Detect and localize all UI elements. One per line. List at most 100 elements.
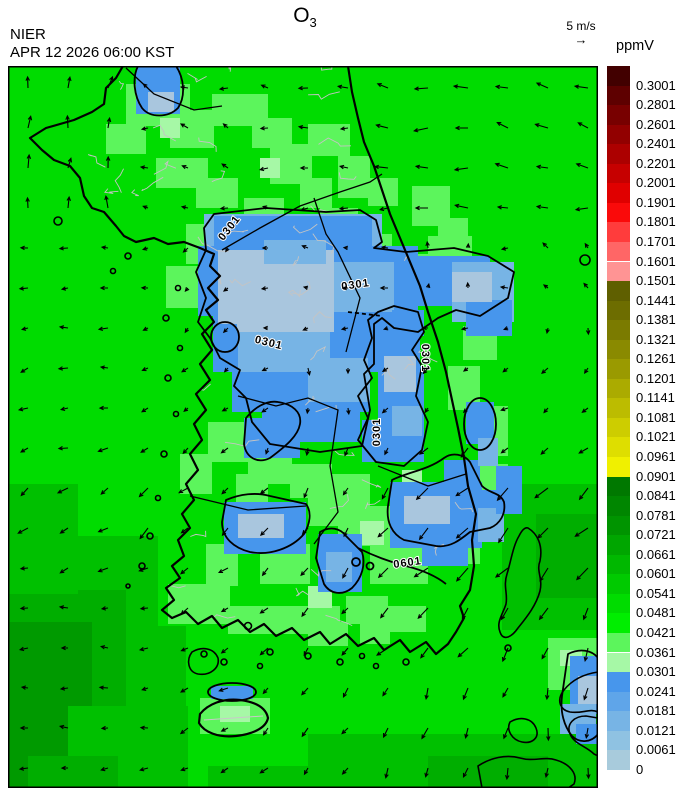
wind-arrow-icon	[142, 326, 149, 331]
wind-arrow-icon	[342, 687, 349, 699]
colorbar-tick-label: 0.1201	[636, 370, 676, 386]
wind-arrow-icon	[26, 153, 32, 169]
wind-arrow-icon	[534, 487, 549, 499]
colorbar-cell	[607, 281, 630, 301]
wind-arrow-icon	[502, 367, 509, 373]
wind-arrow-icon	[500, 607, 509, 621]
wind-arrow-icon	[56, 487, 69, 494]
wind-arrow-icon	[539, 567, 549, 582]
wind-arrow-icon	[376, 647, 389, 656]
wind-arrow-icon	[222, 287, 229, 292]
wind-arrow-icon	[461, 607, 469, 620]
wind-scale-label: 5 m/s	[566, 19, 596, 33]
wind-arrow-icon	[455, 567, 469, 582]
wind-arrow-icon	[180, 607, 189, 615]
wind-arrow-icon	[384, 447, 389, 456]
wind-arrow-icon	[20, 487, 29, 497]
wind-arrow-icon	[301, 607, 309, 618]
wind-arrow-icon	[546, 727, 551, 742]
coastline	[28, 65, 478, 656]
contour-label: 0301	[371, 418, 383, 446]
wind-arrow-icon	[57, 446, 69, 451]
wind-arrow-icon	[106, 116, 112, 129]
wind-arrow-icon	[184, 287, 190, 292]
wind-arrow-icon	[139, 767, 149, 772]
colorbar-tick-label: 0.0601	[636, 566, 676, 582]
wind-arrow-icon	[583, 687, 589, 701]
colorbar-tick-label: 0.0841	[636, 488, 676, 504]
colorbar-cell	[607, 711, 630, 731]
colorbar-cell	[607, 202, 630, 223]
wind-arrow-icon	[179, 85, 189, 90]
tsushima-island	[498, 527, 542, 639]
wind-arrow-icon	[301, 244, 309, 250]
field-patch	[196, 178, 238, 208]
wind-arrow-icon	[142, 205, 149, 210]
colorbar-cell	[607, 417, 630, 438]
field-patch	[211, 686, 253, 699]
wind-arrow-icon	[98, 405, 109, 411]
wind-arrow-icon	[183, 407, 189, 413]
wind-arrow-icon	[58, 246, 69, 251]
wind-arrow-icon	[544, 767, 549, 779]
colorbar-cell	[607, 535, 630, 555]
colorbar-cell	[607, 144, 630, 164]
wind-arrow-icon	[537, 527, 549, 539]
wind-arrow-icon	[220, 767, 229, 774]
wind-arrow-icon	[223, 367, 229, 373]
wind-arrow-icon	[542, 242, 549, 249]
wind-arrow-icon	[344, 447, 349, 457]
colorbar-tick-label: 0.1501	[636, 273, 676, 289]
county-line	[153, 160, 177, 175]
county-line	[325, 614, 353, 627]
province-boundaries	[125, 67, 467, 545]
wind-arrow-icon	[425, 240, 430, 249]
wind-arrow-icon	[20, 685, 29, 690]
county-line	[141, 176, 164, 192]
wind-arrow-icon	[25, 196, 30, 209]
wind-arrow-icon	[138, 646, 149, 652]
wind-arrow-icon	[140, 285, 149, 291]
wind-arrow-icon	[97, 326, 109, 332]
colorbar-cell	[607, 163, 630, 184]
wind-arrow-icon	[452, 84, 469, 89]
wind-arrow-icon	[578, 447, 589, 454]
wind-arrow-icon	[221, 407, 229, 412]
wind-arrow-icon	[376, 83, 389, 89]
wind-arrow-icon	[341, 285, 349, 291]
wind-arrow-icon	[100, 487, 109, 495]
wind-arrow-icon	[544, 687, 550, 701]
dmz-line	[221, 173, 383, 251]
wind-arrow-icon	[18, 646, 29, 652]
wind-arrow-icon	[346, 407, 351, 416]
wind-arrow-icon	[139, 527, 149, 540]
colorbar-tick-label: 0.0061	[636, 742, 676, 758]
wind-arrow-icon	[373, 164, 389, 170]
field-patch	[536, 514, 606, 598]
wind-arrow-icon	[217, 567, 229, 574]
wind-arrow-icon	[138, 487, 149, 498]
wind-arrow-icon	[140, 447, 149, 453]
field-patch	[428, 756, 548, 790]
field-patch	[236, 474, 268, 504]
wind-arrow-icon	[381, 407, 389, 414]
wind-arrow-icon	[301, 527, 309, 535]
wind-arrow-icon	[19, 606, 29, 611]
field-patch	[308, 494, 340, 526]
wind-arrow-icon	[541, 367, 549, 375]
colorbar-tick-label: 0.1021	[636, 429, 676, 445]
wind-arrow-icon	[375, 123, 389, 129]
county-line	[417, 349, 438, 363]
field-patch	[264, 240, 326, 264]
wind-arrow-icon	[462, 767, 469, 779]
wind-arrow-icon	[182, 247, 189, 253]
wind-arrow-icon	[460, 447, 469, 458]
wind-arrow-icon	[413, 567, 429, 578]
wind-arrow-icon	[535, 82, 549, 89]
wind-arrow-icon	[500, 407, 509, 412]
wind-arrow-icon	[260, 286, 269, 291]
wind-arrow-icon	[422, 367, 429, 375]
colorbar-tick-label: 0.0241	[636, 683, 676, 699]
colorbar-cell	[607, 730, 630, 751]
colorbar-cell	[607, 339, 630, 360]
